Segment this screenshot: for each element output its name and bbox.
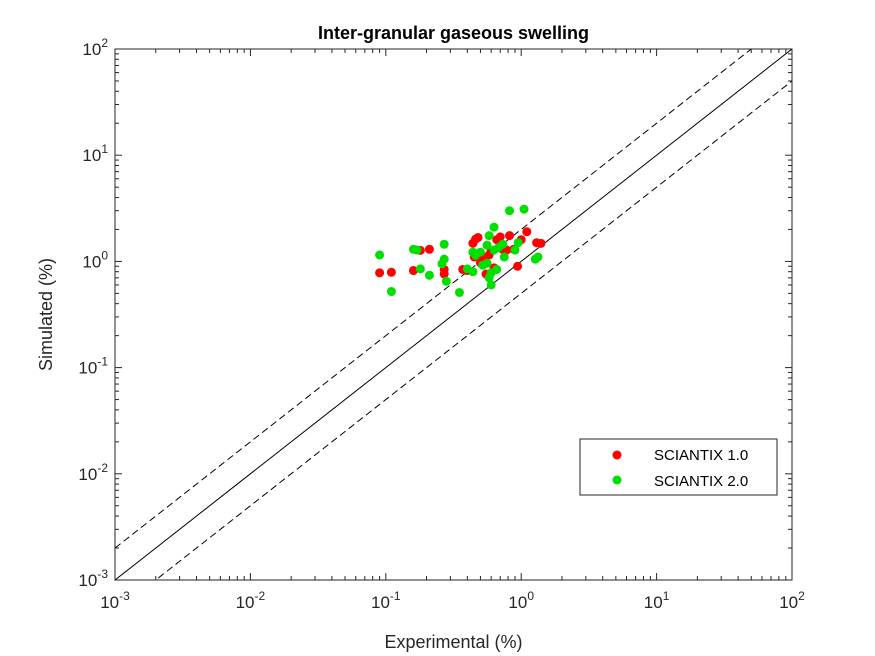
data-point-series-2 (513, 238, 523, 248)
data-point-series-2 (519, 204, 529, 214)
data-point-series-2 (498, 239, 508, 249)
legend-marker-sciantix-1 (612, 450, 622, 460)
data-point-series-2 (482, 240, 492, 250)
y-tick-label: 100 (82, 248, 108, 271)
data-point-series-1 (505, 231, 515, 241)
data-point-series-2 (424, 270, 434, 280)
data-point-series-1 (408, 266, 418, 276)
data-point-series-1 (536, 238, 546, 248)
data-point-series-1 (495, 232, 505, 242)
data-point-series-1 (473, 232, 483, 242)
data-point-series-1 (424, 244, 434, 254)
data-points (375, 204, 546, 297)
reference-line-upper (115, 49, 753, 549)
data-point-series-2 (475, 247, 485, 257)
y-tick-label: 102 (82, 36, 108, 59)
chart-title: Inter-granular gaseous swelling (318, 23, 589, 43)
data-point-series-2 (486, 280, 496, 290)
y-axis-label: Simulated (%) (36, 258, 56, 371)
x-tick-label: 10-3 (100, 589, 130, 612)
data-point-series-2 (439, 239, 449, 249)
data-point-series-1 (375, 268, 385, 278)
data-point-series-2 (499, 252, 509, 262)
data-point-series-1 (386, 267, 396, 277)
x-tick-label: 10-2 (236, 589, 266, 612)
plot-frame (114, 48, 793, 581)
y-tick-label: 10-1 (78, 355, 108, 378)
data-point-series-1 (522, 227, 532, 237)
x-tick-label: 100 (508, 589, 534, 612)
minor-ticks (115, 49, 792, 580)
x-axis-label: Experimental (%) (384, 632, 522, 652)
data-point-series-2 (454, 287, 464, 297)
x-tick-labels: 10-3 10-2 10-1 100 101 102 (100, 589, 805, 612)
data-point-series-2 (484, 231, 494, 241)
y-tick-labels: 10-3 10-2 10-1 100 101 102 (78, 36, 108, 590)
reference-line-lower (154, 80, 792, 580)
data-point-series-2 (375, 250, 385, 260)
data-point-series-2 (533, 252, 543, 262)
legend-marker-sciantix-2 (612, 475, 622, 485)
data-point-series-1 (513, 261, 523, 271)
data-point-series-2 (441, 276, 451, 286)
y-tick-label: 10-3 (78, 567, 108, 590)
data-point-series-2 (510, 245, 520, 255)
data-point-series-2 (412, 245, 422, 255)
x-tick-label: 10-1 (371, 589, 401, 612)
data-point-series-2 (415, 264, 425, 274)
data-point-series-1 (439, 269, 449, 279)
y-tick-label: 10-2 (78, 461, 108, 484)
data-point-series-2 (489, 222, 499, 232)
legend: SCIANTIX 1.0 SCIANTIX 2.0 (579, 438, 778, 496)
data-point-series-2 (468, 267, 478, 277)
legend-label-sciantix-2: SCIANTIX 2.0 (654, 473, 748, 490)
legend-label-sciantix-1: SCIANTIX 1.0 (654, 447, 748, 464)
y-tick-label: 101 (82, 142, 108, 165)
data-point-series-2 (386, 287, 396, 297)
legend-box (579, 438, 778, 496)
data-point-series-2 (482, 258, 492, 268)
data-point-series-2 (484, 273, 494, 283)
data-point-series-2 (492, 264, 502, 274)
data-point-series-2 (439, 254, 449, 264)
data-point-series-2 (505, 206, 515, 216)
x-tick-label: 102 (779, 589, 805, 612)
reference-lines (115, 49, 792, 580)
reference-line-identity (115, 49, 792, 580)
x-tick-label: 101 (644, 589, 670, 612)
